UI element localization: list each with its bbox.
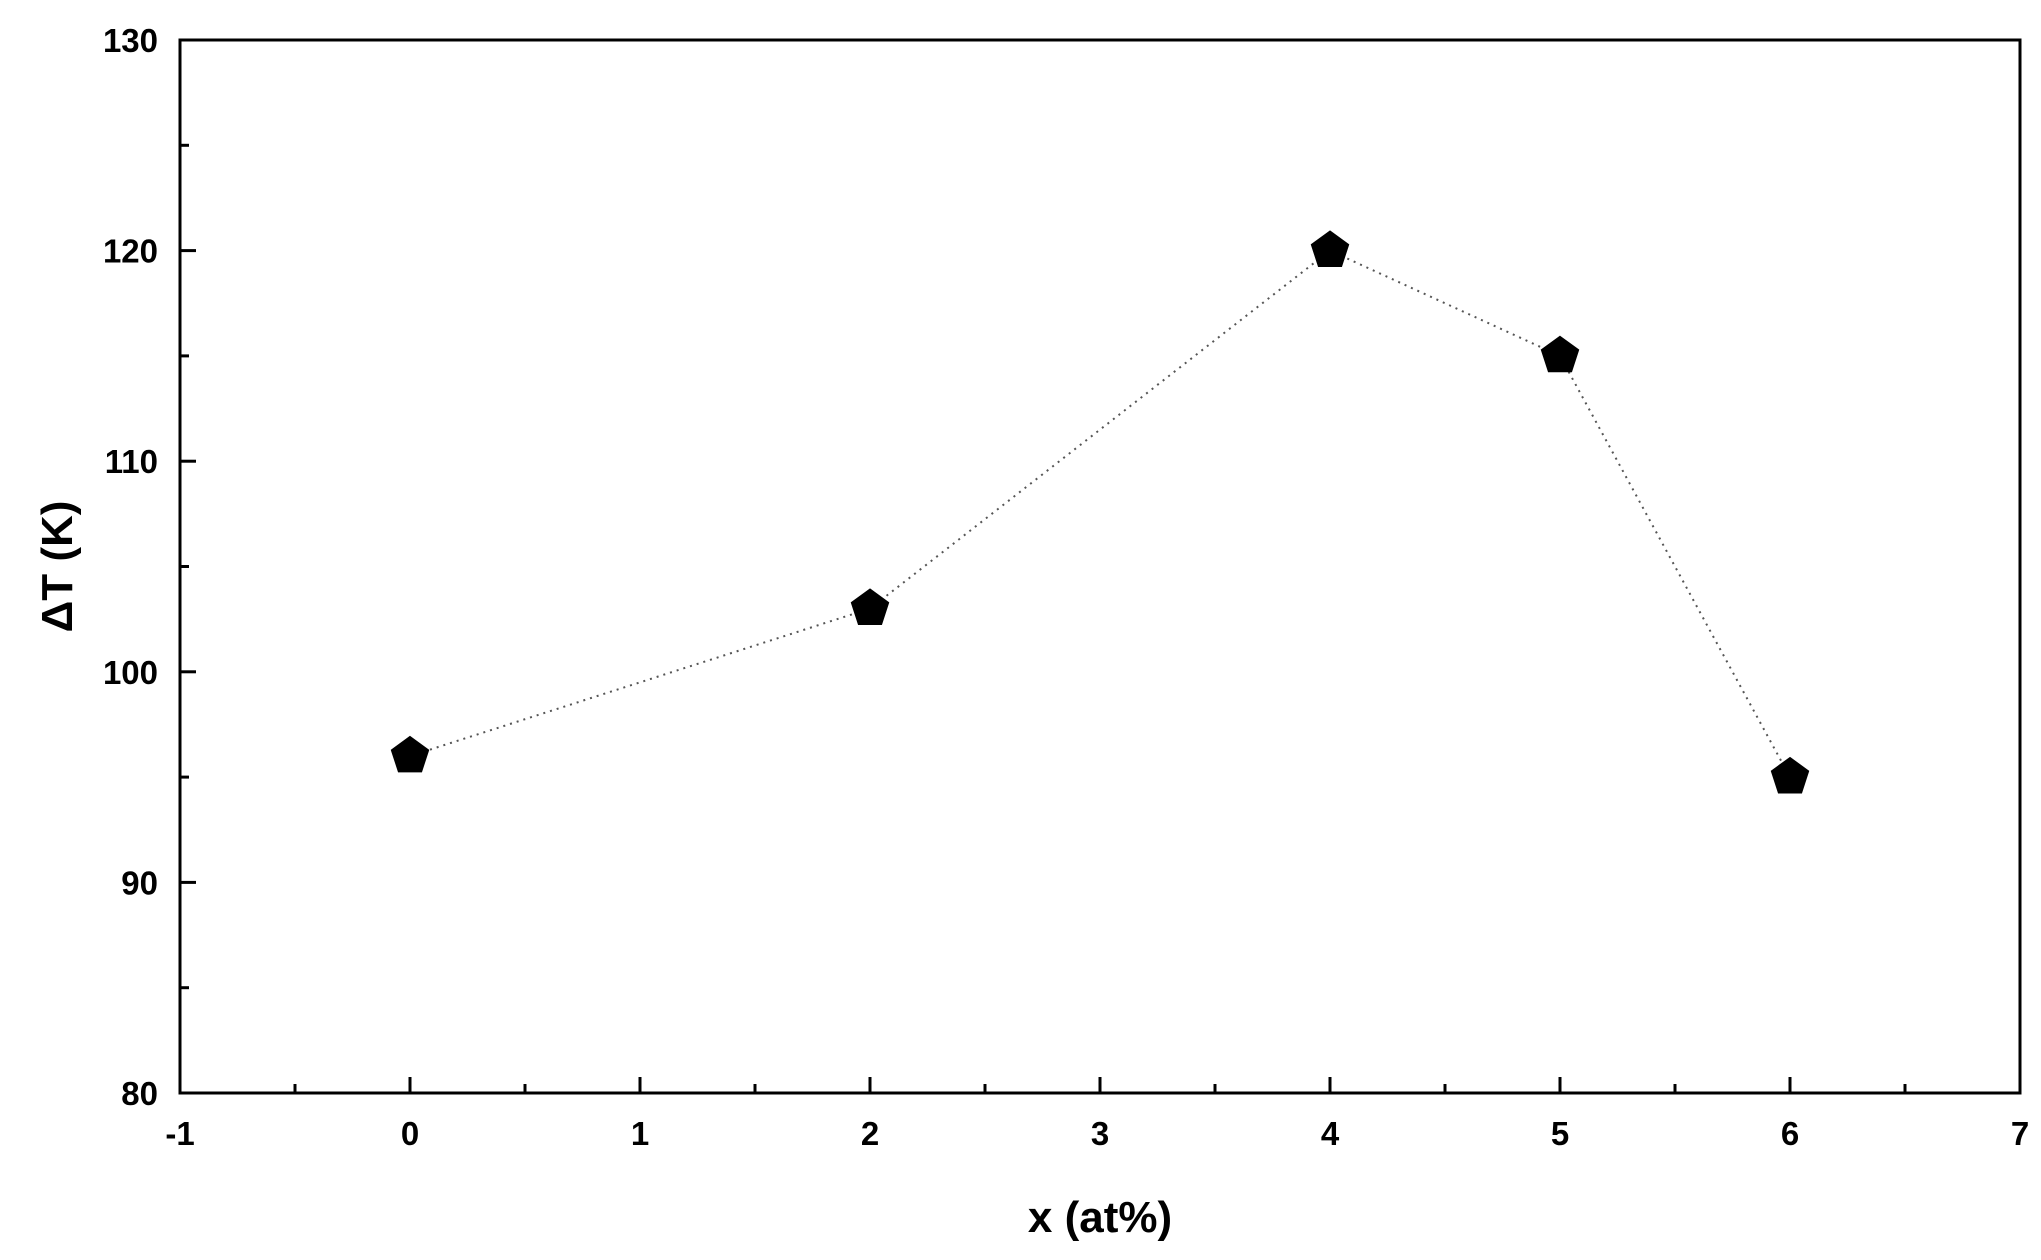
y-tick-labels: 80 90 100 110 120 130 [103, 22, 158, 1112]
plot-area-frame [178, 38, 2022, 1095]
y-tick-label: 100 [103, 654, 158, 691]
y-axis-title: ΔT (K) [33, 501, 82, 633]
x-tick-label: 0 [401, 1115, 419, 1152]
data-point-marker [390, 735, 430, 773]
data-markers [390, 230, 1810, 794]
y-tick-label: 90 [121, 864, 158, 901]
x-tick-label: 6 [1781, 1115, 1799, 1152]
data-point-marker [1310, 230, 1350, 267]
data-point-marker [1770, 756, 1810, 794]
y-tick-label: 120 [103, 233, 158, 270]
x-tick-label: 4 [1321, 1115, 1340, 1152]
data-point-marker [850, 588, 890, 625]
y-tick-label: 110 [105, 443, 158, 480]
x-tick-label: 5 [1551, 1115, 1569, 1152]
y-tick-label: 130 [103, 22, 158, 59]
series-connector-line [409, 249, 1791, 778]
x-tick-label: 3 [1091, 1115, 1109, 1152]
ticks-layer [178, 38, 2022, 1095]
x-tick-label: 2 [861, 1115, 879, 1152]
x-tick-labels: -1 0 1 2 3 4 5 6 7 [165, 1115, 2029, 1152]
x-tick-label: 1 [631, 1115, 649, 1152]
data-point-marker [1540, 335, 1580, 373]
x-tick-label: -1 [165, 1115, 194, 1152]
x-axis-title: x (at%) [1028, 1193, 1172, 1242]
x-tick-label: 7 [2011, 1115, 2029, 1152]
y-tick-label: 80 [121, 1075, 158, 1112]
